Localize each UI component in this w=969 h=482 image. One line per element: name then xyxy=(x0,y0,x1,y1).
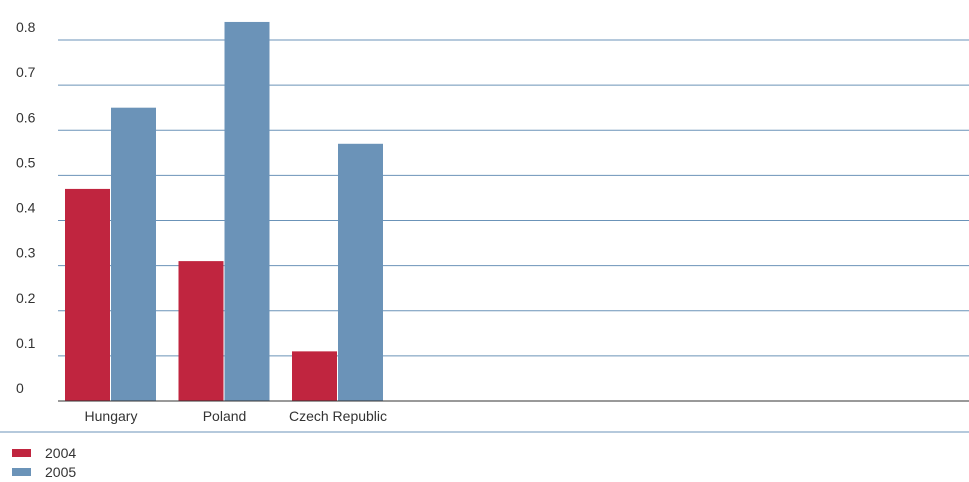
x-axis-category-labels: Hungary Poland Czech Republic xyxy=(85,408,387,424)
legend-label-2004: 2004 xyxy=(45,444,77,461)
bar-2004-czech-republic xyxy=(292,351,337,401)
y-tick-label: 0.1 xyxy=(16,335,36,351)
bar-2005-poland xyxy=(224,21,270,401)
y-tick-label: 0.5 xyxy=(16,154,36,170)
legend-item-2005: 2005 xyxy=(12,462,76,481)
bar-2005-czech-republic xyxy=(338,143,383,401)
y-tick-label: 0.8 xyxy=(16,19,36,35)
y-tick-label: 0.2 xyxy=(16,290,36,306)
y-axis-tick-labels: 0 0.1 0.2 0.3 0.4 0.5 0.6 0.7 0.8 xyxy=(16,19,36,396)
y-tick-label: 0.3 xyxy=(16,245,36,261)
y-tick-label: 0.6 xyxy=(16,109,36,125)
legend-item-2004: 2004 xyxy=(12,443,76,462)
category-label: Czech Republic xyxy=(289,408,387,424)
legend-label-2005: 2005 xyxy=(45,463,77,480)
y-tick-label: 0.7 xyxy=(16,64,36,80)
bar-2004-poland xyxy=(178,261,224,401)
legend-swatch-2004 xyxy=(12,448,31,457)
legend: 2004 2005 xyxy=(12,443,76,481)
bars xyxy=(65,21,383,401)
y-tick-label: 0.4 xyxy=(16,200,36,216)
y-tick-label: 0 xyxy=(16,380,24,396)
bar-2004-hungary xyxy=(65,188,110,401)
category-label: Hungary xyxy=(85,408,138,424)
category-label: Poland xyxy=(203,408,247,424)
bar-2005-hungary xyxy=(111,107,156,401)
legend-swatch-2005 xyxy=(12,467,31,476)
